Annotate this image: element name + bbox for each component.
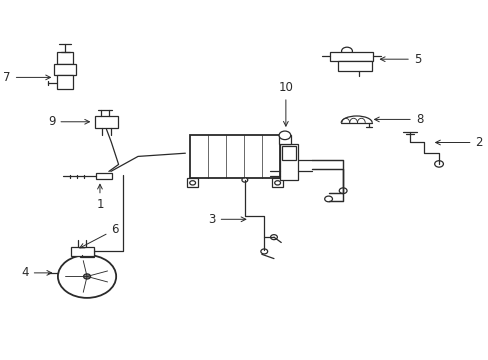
Circle shape (341, 47, 352, 55)
Bar (279, 135, 291, 144)
Text: 5: 5 (380, 53, 420, 66)
Bar (186, 178, 198, 187)
Bar (70, 247, 94, 256)
Circle shape (58, 255, 116, 298)
Bar (80, 249, 94, 257)
Bar (95, 116, 118, 128)
Circle shape (274, 181, 280, 185)
Bar (282, 146, 295, 160)
Bar (329, 52, 373, 62)
Circle shape (260, 249, 267, 254)
Text: 7: 7 (3, 71, 50, 84)
Text: 2: 2 (435, 136, 482, 149)
Circle shape (324, 196, 332, 202)
Bar (96, 174, 112, 179)
Bar (190, 135, 280, 178)
Circle shape (83, 274, 90, 279)
Text: 6: 6 (80, 223, 119, 248)
Text: 3: 3 (208, 213, 245, 226)
Text: 9: 9 (48, 115, 89, 128)
Text: 10: 10 (278, 81, 293, 126)
Bar (57, 75, 73, 89)
Bar (337, 62, 371, 71)
Circle shape (339, 188, 346, 194)
Circle shape (279, 131, 290, 140)
Bar (54, 64, 76, 75)
Circle shape (434, 161, 443, 167)
Bar (280, 144, 298, 180)
Text: 4: 4 (21, 266, 52, 279)
Text: 8: 8 (374, 113, 422, 126)
Circle shape (270, 235, 277, 240)
Bar (271, 178, 283, 187)
Circle shape (189, 181, 195, 185)
Text: 1: 1 (96, 184, 103, 211)
Circle shape (242, 178, 247, 182)
Bar (57, 52, 73, 64)
